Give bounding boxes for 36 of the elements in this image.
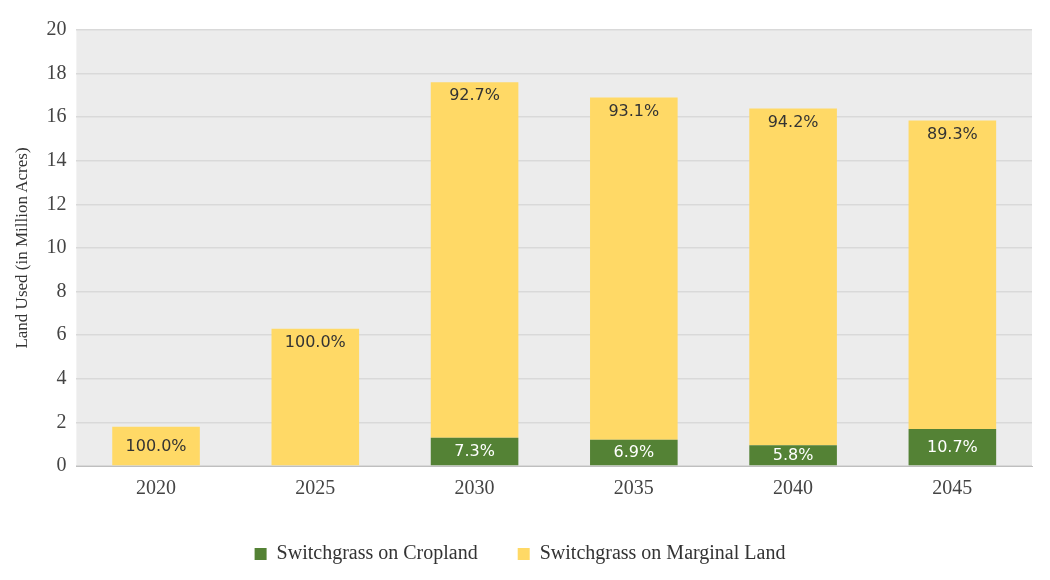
bar (590, 97, 678, 440)
legend-label: Switchgrass on Cropland (276, 541, 478, 565)
bar (271, 328, 360, 466)
annotation: 89.3% (926, 123, 978, 143)
y-tick-label: 2 (56, 409, 67, 432)
x-tick-label: 2035 (613, 476, 654, 499)
annotation: 7.3% (454, 440, 495, 460)
annotation: 94.2% (767, 111, 819, 131)
y-axis-title: Land Used (in Million Acres) (11, 147, 31, 349)
annotation: 10.7% (926, 436, 978, 456)
bar (908, 120, 997, 429)
annotation: 93.1% (608, 100, 660, 120)
bar (430, 82, 519, 438)
x-tick-label: 2040 (773, 476, 814, 499)
y-tick-label: 16 (46, 104, 67, 127)
y-tick-label: 10 (46, 235, 67, 258)
y-tick-label: 8 (56, 278, 67, 301)
legend-label: Switchgrass on Marginal Land (539, 541, 786, 565)
y-tick-label: 4 (56, 366, 67, 389)
x-tick-label: 2025 (295, 476, 336, 499)
y-tick-label: 0 (56, 453, 67, 476)
y-tick-label: 12 (46, 191, 67, 214)
annotation: 6.9% (613, 442, 655, 462)
x-tick-label: 2030 (454, 476, 495, 499)
annotation: 100.0% (125, 435, 187, 455)
annotation: 5.8% (772, 444, 814, 464)
x-tick-label: 2020 (136, 476, 177, 499)
y-tick-label: 14 (46, 148, 67, 171)
y-tick-label: 6 (56, 322, 67, 345)
x-tick-label: 2045 (932, 476, 973, 499)
bar (908, 428, 997, 466)
annotation: 92.7% (449, 85, 500, 105)
y-tick-label: 20 (46, 17, 67, 40)
annotation: 100.0% (284, 331, 346, 351)
bar (749, 108, 837, 446)
y-tick-label: 18 (46, 60, 67, 83)
